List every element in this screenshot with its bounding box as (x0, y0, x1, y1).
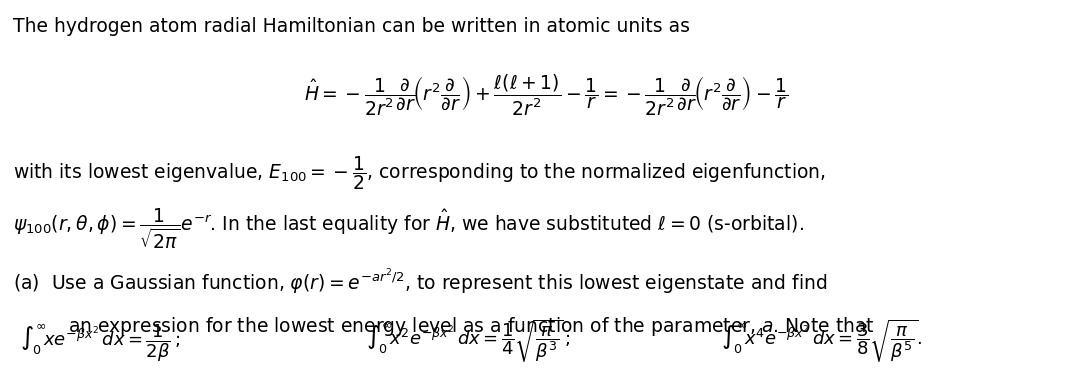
Text: an expression for the lowest energy level as a function of the parameter, $a$. N: an expression for the lowest energy leve… (68, 315, 875, 338)
Text: $\int_0^{\infty}\! x^4e^{-\beta x^2}\,dx = \dfrac{3}{8}\sqrt{\dfrac{\pi}{\beta^5: $\int_0^{\infty}\! x^4e^{-\beta x^2}\,dx… (721, 317, 923, 364)
Text: (a)  Use a Gaussian function, $\varphi(r) = e^{-ar^2/2}$, to represent this lowe: (a) Use a Gaussian function, $\varphi(r)… (13, 267, 828, 296)
Text: with its lowest eigenvalue, $E_{100} = -\dfrac{1}{2}$, corresponding to the norm: with its lowest eigenvalue, $E_{100} = -… (13, 154, 826, 192)
Text: $\psi_{100}(r,\theta,\phi) = \dfrac{1}{\sqrt{2\pi}}e^{-r}$. In the last equality: $\psi_{100}(r,\theta,\phi) = \dfrac{1}{\… (13, 207, 804, 251)
Text: The hydrogen atom radial Hamiltonian can be written in atomic units as: The hydrogen atom radial Hamiltonian can… (13, 17, 690, 36)
Text: $\int_0^{\infty}\! xe^{-\beta x^2}\,dx = \dfrac{1}{2\beta}\,$;: $\int_0^{\infty}\! xe^{-\beta x^2}\,dx =… (20, 322, 180, 364)
Text: $\hat{H} = -\dfrac{1}{2r^2}\dfrac{\partial}{\partial r}\!\left(r^2\dfrac{\partia: $\hat{H} = -\dfrac{1}{2r^2}\dfrac{\parti… (304, 72, 788, 118)
Text: $\int_0^{\infty}\! x^2e^{-\beta x^2}\,dx = \dfrac{1}{4}\sqrt{\dfrac{\pi}{\beta^3: $\int_0^{\infty}\! x^2e^{-\beta x^2}\,dx… (366, 317, 570, 364)
